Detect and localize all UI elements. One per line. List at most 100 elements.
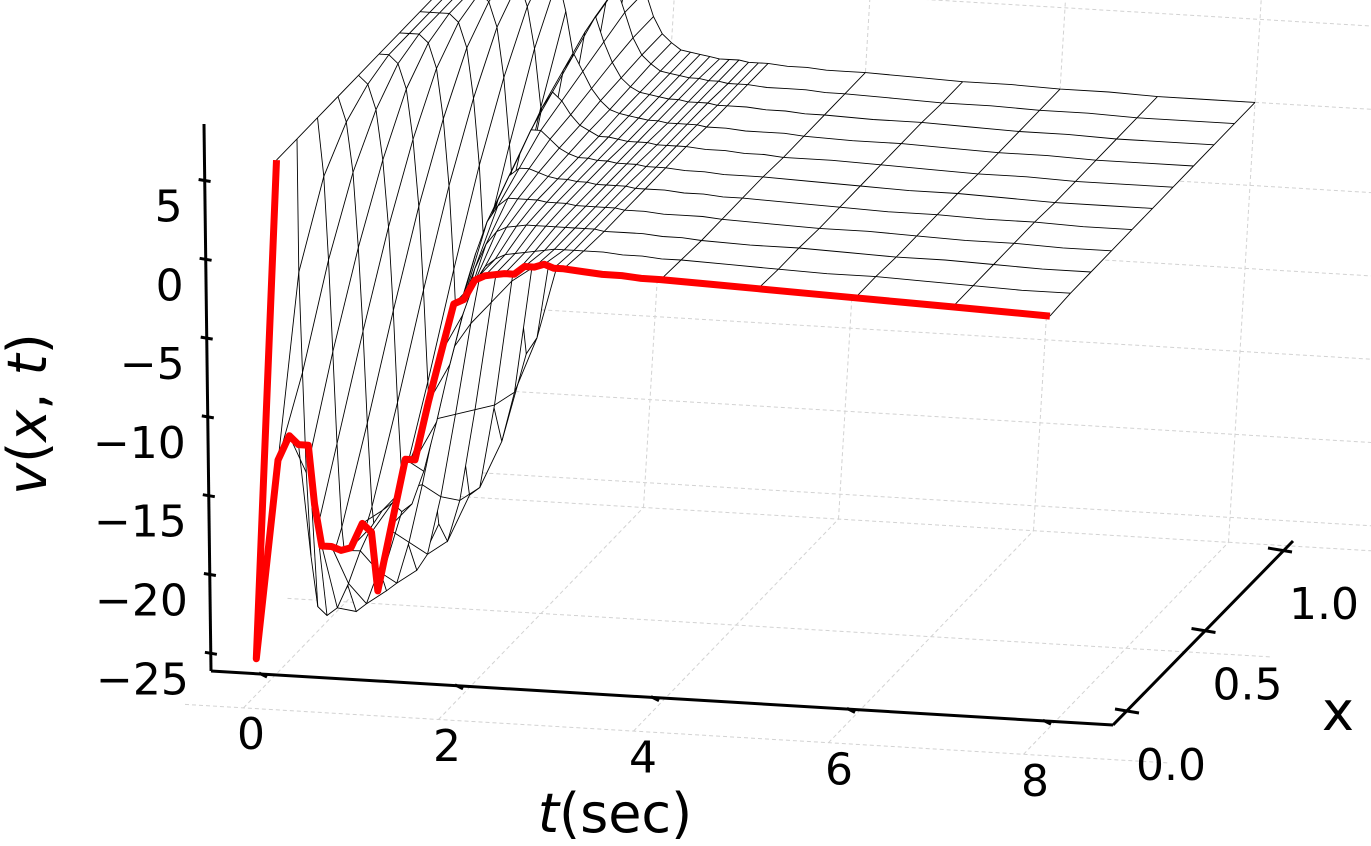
surface-line <box>604 185 627 208</box>
surface-line <box>666 123 688 146</box>
surface-line <box>371 402 398 507</box>
surface-line <box>1049 292 1071 317</box>
surface-line <box>554 227 576 250</box>
surface-line <box>620 54 643 79</box>
surface-line <box>697 80 719 103</box>
surface-line <box>442 47 468 119</box>
surface-line <box>545 203 567 227</box>
surface-line <box>608 115 630 138</box>
t-tick <box>258 671 268 679</box>
surface-line <box>632 16 654 39</box>
surface-line <box>706 105 728 128</box>
surface-line <box>646 122 669 143</box>
surface-line <box>485 198 509 245</box>
surface-line <box>614 188 636 209</box>
surface-line <box>544 227 566 251</box>
surface-line <box>362 226 389 332</box>
surface-line <box>636 144 658 165</box>
surface-line <box>358 53 380 76</box>
surface-line <box>547 153 570 177</box>
surface-line <box>1111 229 1133 252</box>
surface-line <box>595 0 608 17</box>
surface-line <box>511 267 533 282</box>
surface-line <box>337 607 357 612</box>
surface-line <box>611 37 634 63</box>
surface-line <box>595 185 617 208</box>
surface-line <box>328 172 354 261</box>
surface-line <box>575 184 597 206</box>
surface-line <box>660 259 682 280</box>
surface-line <box>397 289 424 403</box>
surface-line <box>628 94 650 117</box>
surface-line <box>331 546 349 584</box>
surface-line <box>427 13 450 44</box>
surface-row-line <box>524 0 1235 252</box>
surface-line <box>727 61 749 84</box>
surface-line <box>854 276 877 299</box>
t-tick-label: 8 <box>1021 756 1049 807</box>
surface-line <box>453 165 480 270</box>
v-tick-label: −10 <box>93 418 186 469</box>
surface-line <box>584 207 606 229</box>
surface-line <box>552 53 575 93</box>
t-tick-label: 6 <box>825 744 853 795</box>
surface-line <box>535 202 557 227</box>
surface-line <box>484 226 507 267</box>
surface-line <box>418 12 440 35</box>
grid-line <box>1033 0 1066 531</box>
surface-line <box>514 225 537 254</box>
surface-line <box>859 164 882 187</box>
surface-line <box>637 120 659 143</box>
surface-line <box>568 130 590 155</box>
surface-line <box>1090 250 1112 273</box>
surface-line <box>839 185 861 208</box>
surface-line <box>803 114 825 137</box>
surface-line <box>798 228 820 249</box>
surface-line <box>399 11 421 34</box>
surface-line <box>506 199 528 228</box>
surface-line <box>597 138 619 161</box>
surface-line <box>423 185 450 291</box>
surface-line <box>525 201 548 226</box>
surface-line <box>556 181 578 204</box>
surface-line <box>375 63 399 110</box>
surface-line <box>427 540 448 555</box>
surface-line <box>921 102 943 123</box>
grid-line <box>184 703 1170 764</box>
t-tick-label: 4 <box>629 733 657 784</box>
surface-line <box>718 59 740 82</box>
surface-line <box>392 206 420 311</box>
surface-line <box>1152 186 1174 209</box>
surface-line <box>941 81 964 104</box>
v-tick <box>204 650 218 656</box>
v-tick-label: 0 <box>156 260 184 311</box>
surface-line <box>638 96 660 119</box>
surface-line <box>419 0 432 13</box>
surface-line <box>609 86 631 110</box>
v-tick-label: 5 <box>155 182 183 233</box>
surface-line <box>439 0 453 14</box>
surface-line <box>567 157 589 180</box>
x-axis-title: x <box>1322 680 1354 743</box>
surface-line <box>382 88 407 161</box>
surface-line <box>686 102 709 125</box>
x-tick <box>1114 707 1140 715</box>
surface-line <box>470 301 492 324</box>
surface-line <box>302 259 329 373</box>
surface-line <box>536 178 559 201</box>
surface-line <box>494 225 517 260</box>
surface-line <box>561 71 584 102</box>
surface-line <box>667 101 689 124</box>
surface-line <box>600 77 622 102</box>
surface-line <box>504 224 527 255</box>
v-tick-label: −15 <box>94 497 187 548</box>
surface-line <box>742 176 764 199</box>
grid-line <box>925 0 1371 27</box>
surface-line <box>644 167 667 190</box>
surface-line <box>336 331 364 444</box>
surface-line <box>665 146 687 169</box>
surface-line <box>473 27 498 99</box>
grid-line <box>391 467 1371 527</box>
v-tick-label: −20 <box>95 576 188 627</box>
surface-row-line <box>317 117 1092 613</box>
